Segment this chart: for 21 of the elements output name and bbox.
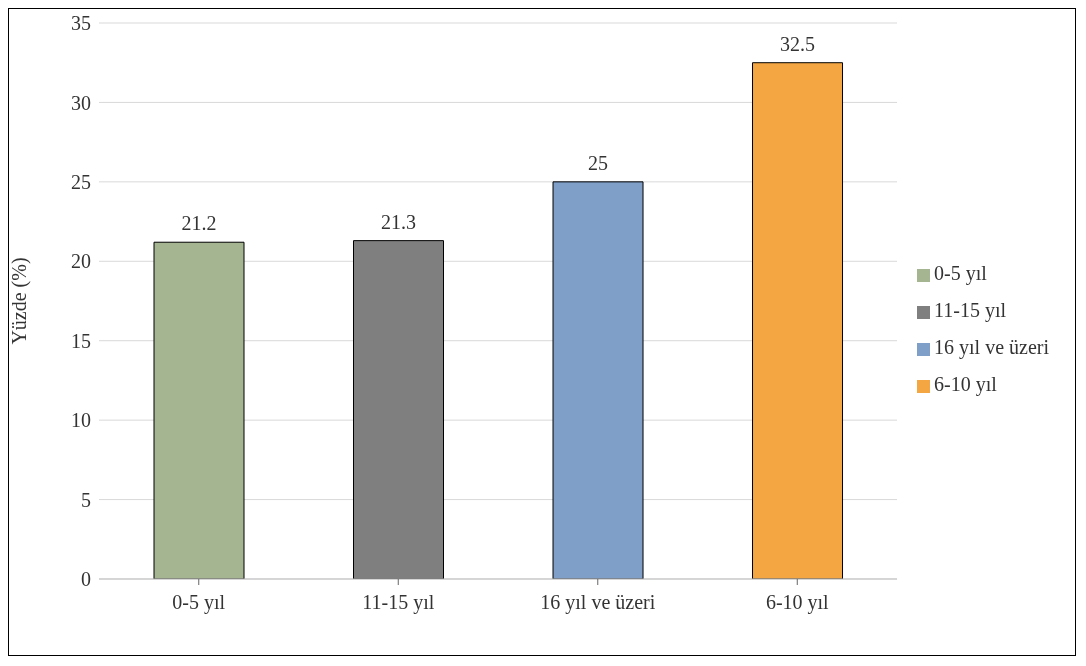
data-label: 25 (588, 151, 609, 174)
y-tick-label: 10 (71, 409, 91, 432)
y-tick-label: 15 (71, 329, 91, 352)
legend-label: 6-10 yıl (934, 373, 997, 395)
y-tick-label: 25 (71, 170, 91, 193)
x-tick-label: 6-10 yıl (765, 591, 830, 615)
y-tick-label: 35 (71, 12, 91, 35)
y-tick-label: 30 (71, 91, 91, 114)
legend-label: 16 yıl ve üzeri (934, 336, 1049, 358)
x-tick-label: 11-15 yıl (362, 591, 435, 615)
data-label: 21.3 (381, 210, 417, 233)
y-tick-label: 0 (81, 568, 91, 591)
y-tick-label: 20 (71, 250, 91, 273)
legend-label: 0-5 yıl (934, 262, 987, 284)
y-tick-label: 5 (81, 488, 91, 511)
legend-label: 11-15 yıl (934, 299, 1007, 321)
data-label: 32.5 (780, 32, 816, 55)
x-tick-label: 0-5 yıl (172, 591, 226, 615)
y-axis-title: Yüzde (%) (8, 257, 32, 345)
x-tick-label: 16 yıl ve üzeri (540, 591, 656, 615)
data-label: 21.2 (181, 212, 217, 235)
